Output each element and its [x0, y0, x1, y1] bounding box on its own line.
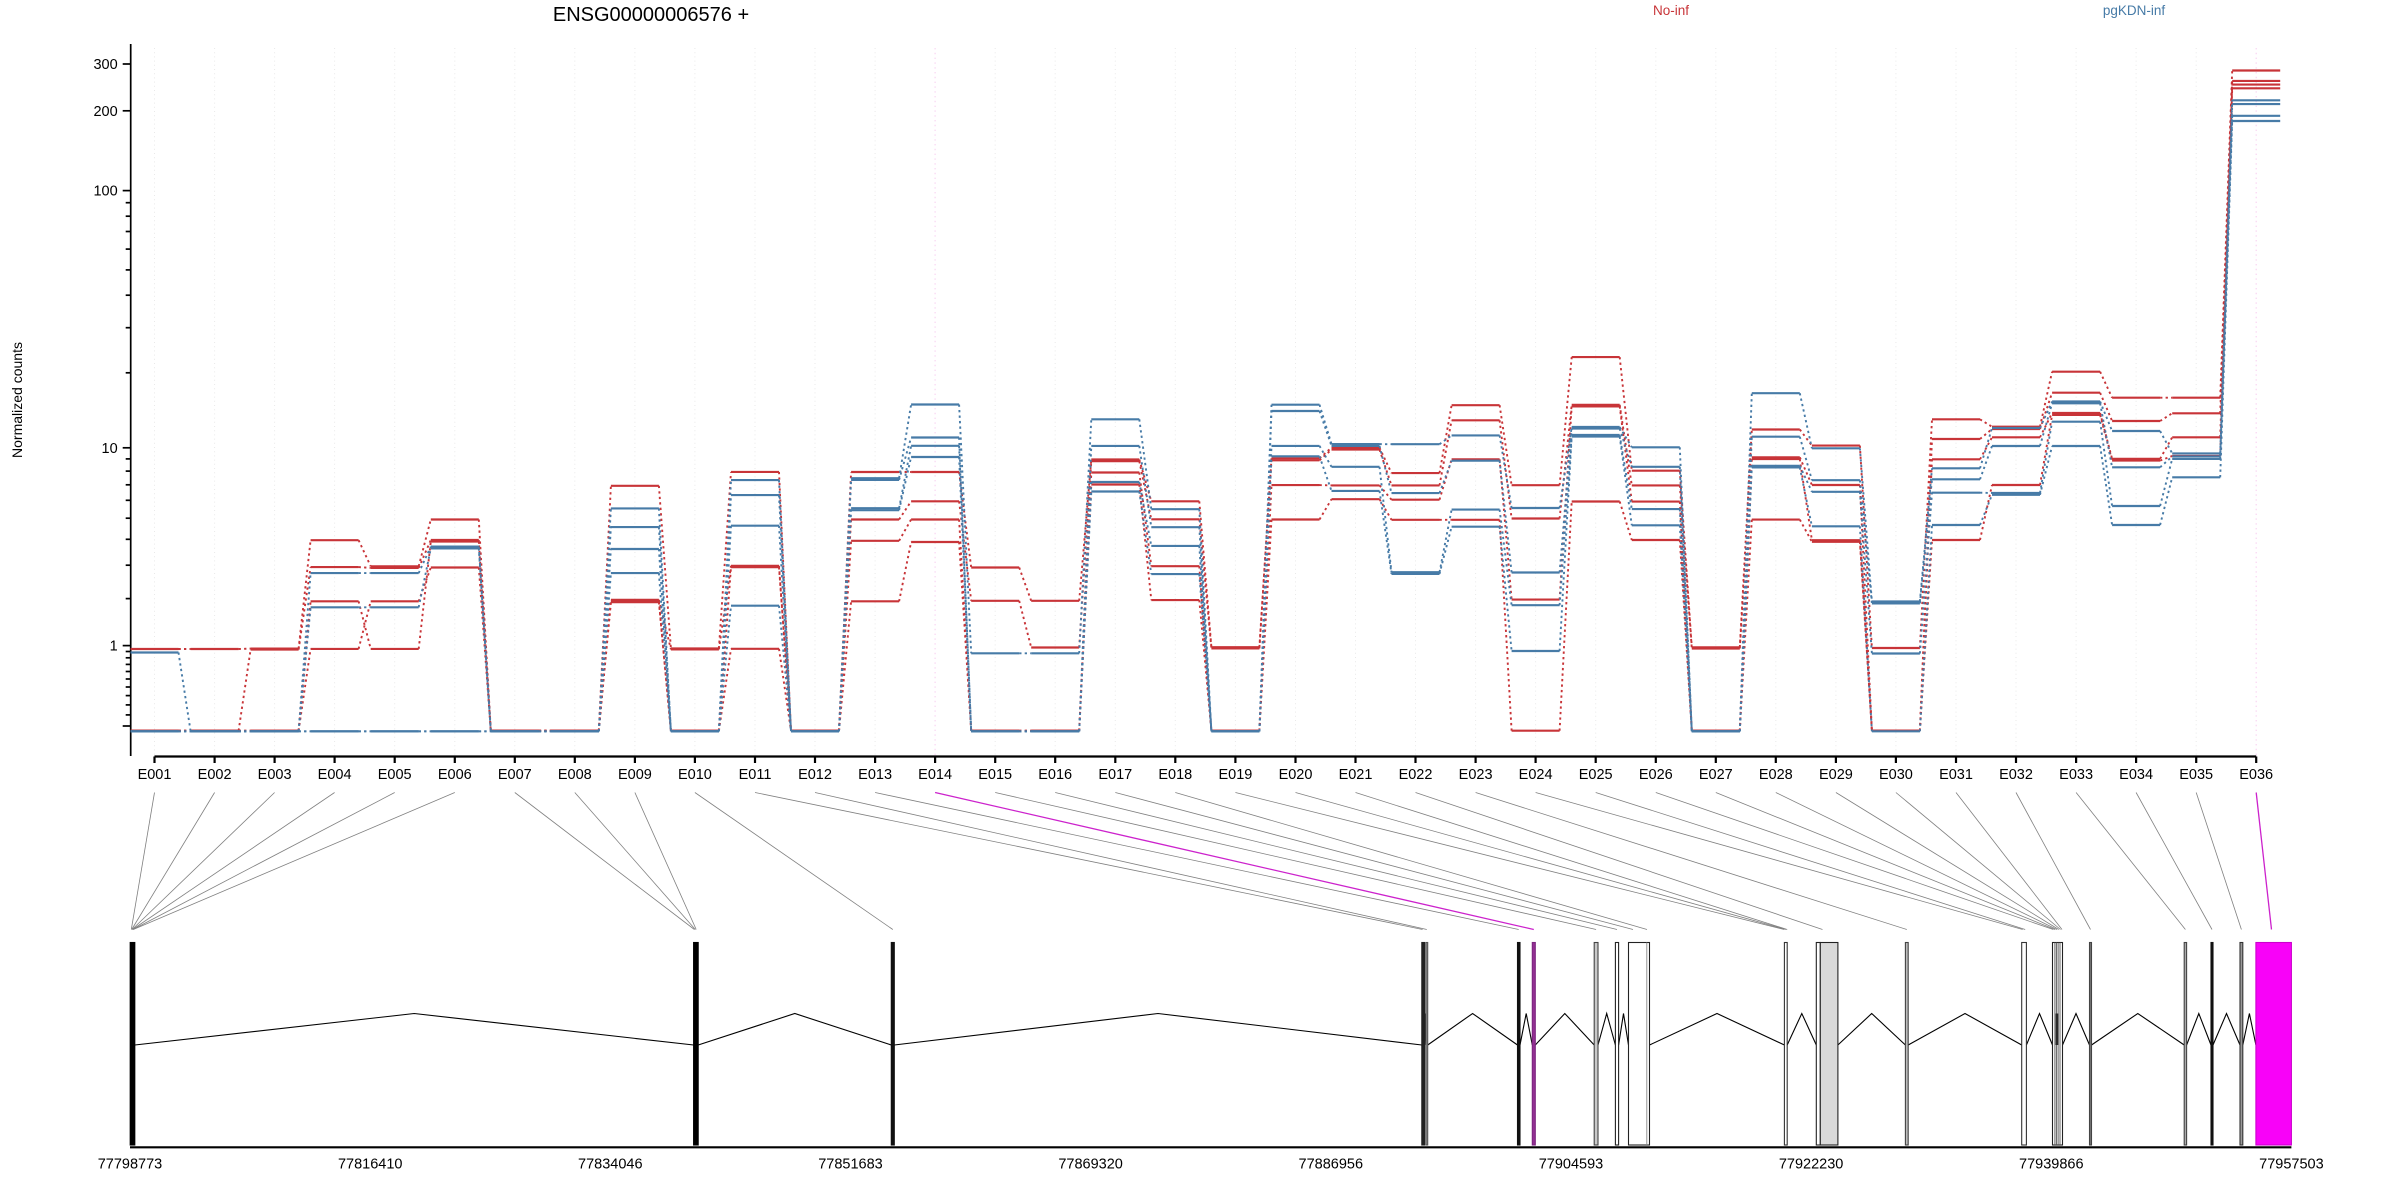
svg-text:E009: E009: [618, 767, 652, 783]
svg-text:E005: E005: [378, 767, 412, 783]
svg-text:77851683: 77851683: [818, 1156, 883, 1172]
svg-text:pgKDN-inf: pgKDN-inf: [2103, 3, 2166, 18]
svg-text:E024: E024: [1519, 767, 1553, 783]
svg-text:E007: E007: [498, 767, 532, 783]
svg-text:77798773: 77798773: [98, 1156, 163, 1172]
svg-text:E019: E019: [1218, 767, 1252, 783]
svg-text:E030: E030: [1879, 767, 1913, 783]
svg-text:200: 200: [93, 104, 117, 120]
svg-text:77886956: 77886956: [1299, 1156, 1364, 1172]
svg-text:E012: E012: [798, 767, 832, 783]
svg-text:E023: E023: [1459, 767, 1493, 783]
svg-text:E002: E002: [198, 767, 232, 783]
svg-text:E010: E010: [678, 767, 712, 783]
svg-text:E034: E034: [2119, 767, 2153, 783]
svg-text:E022: E022: [1399, 767, 1433, 783]
svg-text:E003: E003: [258, 767, 292, 783]
svg-text:E029: E029: [1819, 767, 1853, 783]
svg-text:1: 1: [110, 639, 118, 655]
svg-text:E025: E025: [1579, 767, 1613, 783]
svg-text:E001: E001: [138, 767, 172, 783]
svg-text:E020: E020: [1279, 767, 1313, 783]
svg-text:E027: E027: [1699, 767, 1733, 783]
svg-text:77834046: 77834046: [578, 1156, 643, 1172]
svg-text:77939866: 77939866: [2019, 1156, 2084, 1172]
svg-text:77904593: 77904593: [1539, 1156, 1604, 1172]
svg-text:77922230: 77922230: [1779, 1156, 1844, 1172]
svg-text:ENSG00000006576 +: ENSG00000006576 +: [553, 4, 749, 26]
svg-text:E026: E026: [1639, 767, 1673, 783]
svg-text:E021: E021: [1339, 767, 1373, 783]
svg-text:No-inf: No-inf: [1653, 3, 1689, 18]
svg-text:E018: E018: [1158, 767, 1192, 783]
svg-text:E031: E031: [1939, 767, 1973, 783]
svg-text:10: 10: [102, 441, 118, 457]
svg-text:E014: E014: [918, 767, 952, 783]
svg-text:E016: E016: [1038, 767, 1072, 783]
svg-text:77816410: 77816410: [338, 1156, 403, 1172]
svg-text:300: 300: [93, 57, 117, 73]
svg-text:E013: E013: [858, 767, 892, 783]
svg-text:77957503: 77957503: [2259, 1156, 2324, 1172]
svg-text:E015: E015: [978, 767, 1012, 783]
svg-text:E004: E004: [318, 767, 352, 783]
svg-text:E006: E006: [438, 767, 472, 783]
svg-text:E036: E036: [2239, 767, 2273, 783]
svg-text:E035: E035: [2179, 767, 2213, 783]
svg-text:E032: E032: [1999, 767, 2033, 783]
svg-text:E017: E017: [1098, 767, 1132, 783]
svg-text:77869320: 77869320: [1058, 1156, 1123, 1172]
svg-text:E011: E011: [739, 767, 772, 783]
svg-text:E033: E033: [2059, 767, 2093, 783]
svg-text:Normalized counts: Normalized counts: [9, 342, 25, 458]
svg-text:100: 100: [93, 184, 117, 200]
svg-text:E008: E008: [558, 767, 592, 783]
svg-text:E028: E028: [1759, 767, 1793, 783]
